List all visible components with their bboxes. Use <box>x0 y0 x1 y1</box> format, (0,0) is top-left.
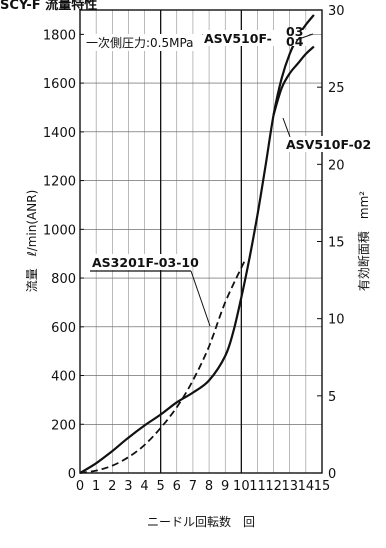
series-label-suffix-03: 03 <box>286 24 303 39</box>
x-tick-label: 7 <box>189 479 197 494</box>
y2-axis-label: 有効断面積 mm² <box>356 191 371 291</box>
y-tick-label: 1000 <box>43 223 76 238</box>
x-tick-label: 10 <box>233 479 250 494</box>
x-tick-label: 14 <box>298 479 315 494</box>
x-tick-label: 13 <box>281 479 298 494</box>
y2-tick-label: 0 <box>328 467 336 482</box>
y-tick-label: 800 <box>51 272 76 287</box>
x-tick-label: 9 <box>221 479 229 494</box>
series-label-as3201f: AS3201F-03-10 <box>92 255 199 270</box>
label-bg-as3201f <box>90 254 190 270</box>
x-tick-label: 4 <box>140 479 148 494</box>
y2-tick-label: 25 <box>328 81 345 96</box>
y-tick-label: 600 <box>51 321 76 336</box>
y2-tick-label: 10 <box>328 313 345 328</box>
x-axis-label: ニードル回転数 回 <box>147 514 255 529</box>
y2-tick-label: 20 <box>328 158 345 173</box>
series-label-suffix-04: 04 <box>286 34 304 49</box>
x-tick-label: 2 <box>108 479 116 494</box>
y-tick-labels: 0 200 400 600 800 1000 1200 1400 1600 1800 <box>43 28 76 482</box>
leader-asv510f-02 <box>282 117 291 138</box>
series-label-asv510f-03: ASV510F- <box>204 31 272 46</box>
pressure-note: 一次側圧力:0.5MPa <box>86 36 194 50</box>
y2-tick-labels: 0 5 10 15 20 25 30 <box>328 4 345 482</box>
y-tick-label: 1400 <box>43 126 76 141</box>
series-line-0 <box>79 14 315 474</box>
y-tick-label: 1200 <box>43 175 76 190</box>
x-tick-label: 8 <box>205 479 213 494</box>
pressure-note-bg <box>84 34 202 51</box>
series-line-2 <box>79 260 246 474</box>
label-bg-asv510f-03 <box>203 30 309 46</box>
x-tick-label: 15 <box>314 479 331 494</box>
y2-tick-label: 15 <box>328 236 345 251</box>
y2-tick-label: 5 <box>328 390 336 405</box>
x-tick-label: 11 <box>249 479 266 494</box>
x-tick-label: 3 <box>124 479 132 494</box>
label-bg-asv510f-02 <box>284 136 384 152</box>
y2-tick-label: 30 <box>328 4 345 19</box>
x-tick-label: 12 <box>265 479 282 494</box>
plot-frame <box>79 9 323 474</box>
x-tick-labels: 0 1 2 3 4 5 6 7 8 9 10 11 12 13 14 15 <box>76 479 330 494</box>
y-tick-label: 1800 <box>43 28 76 43</box>
y-tick-label: 1600 <box>43 77 76 92</box>
series-group <box>79 14 315 474</box>
series-label-asv510f-02: ASV510F-02 <box>286 137 371 152</box>
x-tick-label: 1 <box>92 479 100 494</box>
leader-asv510f-03 <box>295 33 314 41</box>
x-tick-label: 0 <box>76 479 84 494</box>
header-text: SCY-F 流量特性 <box>0 0 98 13</box>
y-tick-label: 0 <box>68 467 76 482</box>
x-tick-label: 5 <box>157 479 165 494</box>
y-tick-label: 400 <box>51 370 76 385</box>
y-tick-label: 200 <box>51 418 76 433</box>
x-tick-label: 6 <box>173 479 181 494</box>
grid <box>80 9 322 474</box>
leader-as3201f <box>190 270 211 327</box>
y-axis-label: 流量 ℓ/min(ANR) <box>25 190 39 293</box>
series-line-1 <box>272 45 315 116</box>
